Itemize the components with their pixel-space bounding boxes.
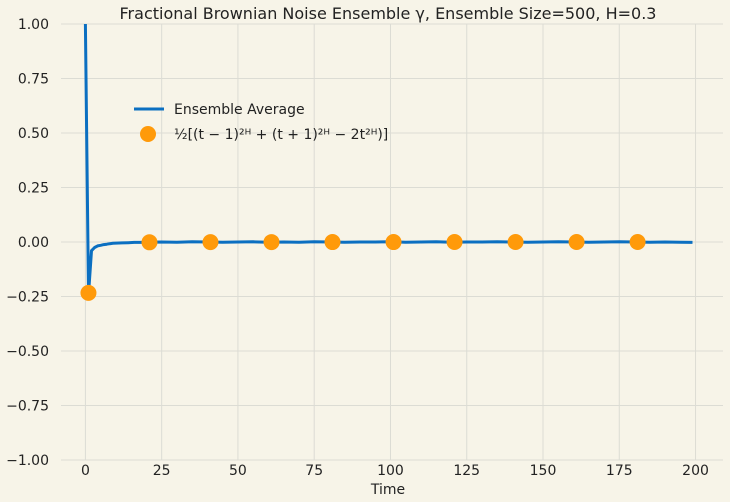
x-tick-label: 25 [153, 463, 171, 479]
data-point-formula [80, 284, 97, 301]
legend-marker-swatch [140, 126, 156, 142]
data-point-formula [629, 234, 646, 251]
x-tick-label: 175 [606, 463, 633, 479]
x-tick-label: 150 [530, 463, 557, 479]
y-tick-label: −0.25 [6, 290, 49, 306]
y-tick-label: −1.00 [6, 453, 49, 469]
data-point-formula [324, 234, 341, 251]
data-point-formula [202, 234, 219, 251]
data-point-formula [263, 234, 280, 251]
data-point-formula [141, 234, 158, 251]
chart-title: Fractional Brownian Noise Ensemble γ, En… [120, 4, 657, 23]
x-tick-label: 0 [81, 463, 90, 479]
x-tick-label: 50 [229, 463, 247, 479]
legend-label-formula: ½[(t − 1)²ᴴ + (t + 1)²ᴴ − 2t²ᴴ)] [174, 127, 388, 143]
series-line-ensemble-average [83, 23, 693, 296]
x-tick-label: 125 [453, 463, 480, 479]
x-tick-label: 100 [377, 463, 404, 479]
y-tick-label: 1.00 [18, 17, 49, 33]
y-tick-label: −0.75 [6, 399, 49, 415]
plot-area [80, 23, 693, 301]
data-point-formula [446, 234, 463, 251]
legend-label-ensemble-average: Ensemble Average [174, 102, 305, 118]
data-point-formula [507, 234, 524, 251]
x-tick-label: 200 [682, 463, 709, 479]
x-axis: 0 25 50 75 100 125 150 175 200 [81, 463, 709, 479]
x-axis-label: Time [370, 482, 405, 498]
y-tick-label: 0.75 [18, 72, 49, 88]
y-tick-label: 0.00 [18, 235, 49, 251]
data-point-formula [385, 234, 402, 251]
x-tick-label: 75 [305, 463, 323, 479]
y-axis: −1.00 −0.75 −0.50 −0.25 0.00 0.25 0.50 0.75 1.00 [6, 17, 49, 469]
legend: Ensemble Average ½[(t − 1)²ᴴ + (t + 1)²ᴴ… [134, 102, 388, 143]
y-tick-label: 0.50 [18, 126, 49, 142]
data-point-formula [568, 234, 585, 251]
y-tick-label: 0.25 [18, 181, 49, 197]
y-tick-label: −0.50 [6, 344, 49, 360]
